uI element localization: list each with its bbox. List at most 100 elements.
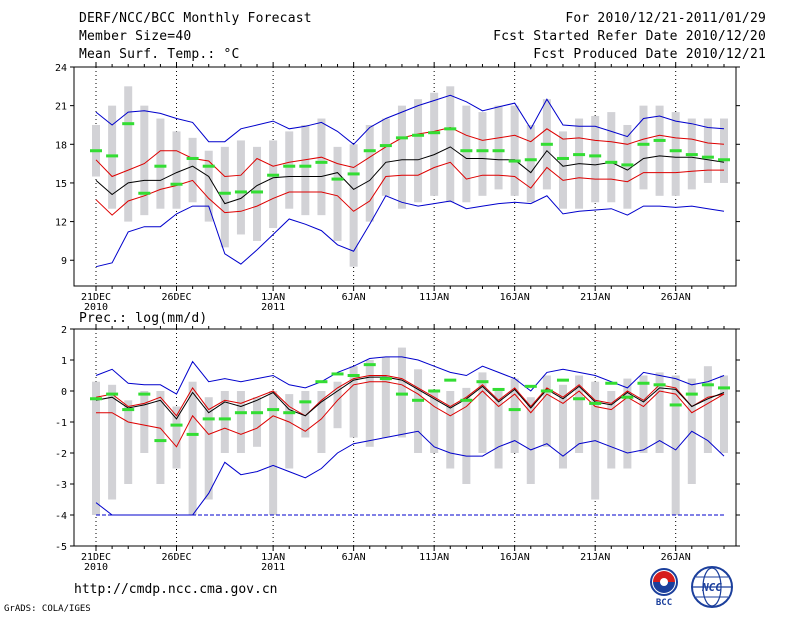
y-tick-label: -3 bbox=[55, 480, 67, 491]
spread-box bbox=[655, 372, 664, 453]
ensemble-mean-marker bbox=[90, 149, 102, 153]
spread-box bbox=[156, 118, 165, 209]
ensemble-mean-marker bbox=[444, 378, 457, 382]
spread-box bbox=[591, 115, 600, 203]
spread-box bbox=[478, 372, 487, 453]
ensemble-mean-marker bbox=[540, 142, 553, 146]
ensemble-mean-marker bbox=[653, 383, 666, 387]
spread-box bbox=[381, 356, 390, 438]
ensemble-min-line bbox=[95, 195, 725, 268]
spread-box bbox=[124, 86, 133, 222]
ensemble-mean-marker bbox=[186, 432, 199, 436]
spread-box bbox=[172, 131, 181, 209]
ensemble-mean-marker bbox=[331, 372, 344, 376]
ensemble-mean-marker bbox=[524, 384, 537, 388]
ensemble-mean-marker bbox=[621, 163, 634, 167]
spread-box bbox=[446, 391, 455, 469]
spread-box bbox=[494, 105, 503, 190]
chart-title: DERF/NCC/BCC Monthly Forecast bbox=[79, 11, 312, 26]
spread-box bbox=[365, 360, 374, 447]
y-tick-label: 21 bbox=[55, 102, 67, 113]
ensemble-mean-marker bbox=[283, 164, 296, 168]
spread-box bbox=[220, 391, 229, 453]
spread-box bbox=[703, 118, 712, 183]
ensemble-mean-marker bbox=[685, 392, 698, 396]
x-tick-label: 1JAN bbox=[261, 292, 285, 303]
ensemble-mean-marker bbox=[234, 411, 247, 415]
ensemble-mean-marker bbox=[90, 397, 102, 401]
spread-box bbox=[462, 387, 471, 484]
ensemble-mean-marker bbox=[267, 408, 280, 412]
spread-box bbox=[285, 131, 294, 209]
ensemble-mean-marker bbox=[508, 159, 521, 163]
y-tick-label: -4 bbox=[55, 511, 67, 522]
spread-box bbox=[575, 375, 584, 453]
y-tick-label: -1 bbox=[55, 418, 67, 429]
spread-box bbox=[623, 378, 632, 469]
spread-box bbox=[607, 112, 616, 203]
ensemble-mean-marker bbox=[524, 158, 537, 162]
spread-box bbox=[478, 112, 487, 196]
spread-box bbox=[639, 375, 648, 453]
forecast-produced-date: Fcst Produced Date 2010/12/21 bbox=[533, 47, 766, 62]
x-tick-label: 26DEC bbox=[161, 552, 191, 563]
spread-box bbox=[430, 92, 439, 196]
spread-box bbox=[720, 118, 728, 183]
spread-box bbox=[703, 366, 712, 453]
ensemble-mean-marker bbox=[428, 389, 441, 393]
ensemble-mean-marker bbox=[267, 173, 280, 177]
spread-box bbox=[462, 105, 471, 203]
spread-box bbox=[140, 391, 149, 453]
upper-quartile-line bbox=[95, 126, 725, 178]
spread-box bbox=[720, 375, 728, 453]
spread-box bbox=[236, 391, 245, 453]
bcc-logo: BCC bbox=[650, 568, 678, 607]
ensemble-mean-marker bbox=[492, 149, 505, 153]
ensemble-mean-marker bbox=[299, 164, 312, 168]
spread-box bbox=[172, 406, 181, 469]
spread-box bbox=[510, 378, 519, 453]
year-label: 2011 bbox=[261, 302, 285, 313]
ensemble-mean-marker bbox=[218, 191, 231, 195]
ensemble-mean-marker bbox=[460, 398, 473, 402]
ensemble-mean-marker bbox=[621, 395, 634, 399]
ensemble-mean-marker bbox=[460, 149, 473, 153]
spread-box bbox=[253, 146, 262, 241]
year-label: 2011 bbox=[261, 562, 285, 573]
ensemble-max-line bbox=[95, 94, 725, 145]
ncc-logo: NCC bbox=[691, 566, 733, 608]
ensemble-mean-marker bbox=[637, 142, 650, 146]
spread-box bbox=[397, 105, 406, 209]
ensemble-mean-marker bbox=[202, 164, 215, 168]
spread-box bbox=[510, 105, 519, 196]
ensemble-mean-marker bbox=[701, 383, 714, 387]
ensemble-mean-marker bbox=[299, 400, 312, 404]
ensemble-mean-marker bbox=[476, 380, 489, 384]
ensemble-mean-marker bbox=[283, 411, 296, 415]
ensemble-mean-marker bbox=[122, 408, 135, 412]
grads-credit: GrADS: COLA/IGES bbox=[4, 604, 91, 614]
ensemble-mean-marker bbox=[589, 154, 602, 158]
ensemble-mean-marker bbox=[251, 411, 264, 415]
x-tick-label: 16JAN bbox=[500, 292, 530, 303]
ensemble-mean-marker bbox=[669, 149, 682, 153]
ensemble-mean-marker bbox=[492, 387, 505, 391]
y-tick-label: -2 bbox=[55, 449, 67, 460]
source-url[interactable]: http://cmdp.ncc.cma.gov.cn bbox=[74, 582, 278, 597]
year-label: 2010 bbox=[84, 562, 108, 573]
ensemble-max-line bbox=[95, 356, 725, 395]
ensemble-mean-marker bbox=[122, 122, 135, 126]
ensemble-mean-marker bbox=[653, 138, 666, 142]
ensemble-mean-marker bbox=[106, 154, 119, 158]
ensemble-mean-marker bbox=[685, 153, 698, 157]
ensemble-mean-marker bbox=[315, 380, 328, 384]
ensemble-mean-marker bbox=[476, 149, 489, 153]
ensemble-mean-marker bbox=[508, 408, 521, 412]
ensemble-mean-marker bbox=[363, 149, 376, 153]
ensemble-mean-marker bbox=[556, 156, 569, 160]
spread-box bbox=[204, 150, 213, 222]
ensemble-mean-marker bbox=[573, 153, 586, 157]
spread-box bbox=[333, 381, 342, 429]
spread-box bbox=[253, 397, 262, 447]
